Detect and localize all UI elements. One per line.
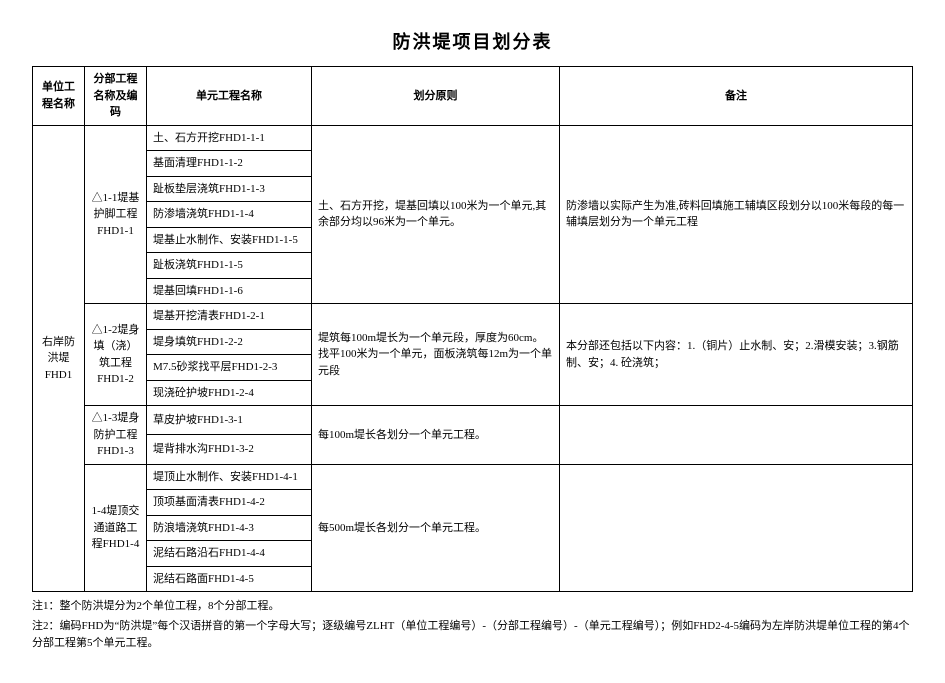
th-unit: 单位工程名称 [33, 67, 85, 126]
elem-cell: 堤基回填FHD1-1-6 [147, 278, 312, 304]
branch-cell: △1-2堤身填（浇）筑工程FHD1-2 [85, 304, 147, 406]
elem-cell: 防浪墙浇筑FHD1-4-3 [147, 515, 312, 541]
elem-cell: 泥结石路沿石FHD1-4-4 [147, 541, 312, 567]
rule-cell: 土、石方开挖，堤基回填以100米为一个单元,其余部分均以96米为一个单元。 [312, 125, 560, 304]
elem-cell: 堤基止水制作、安装FHD1-1-5 [147, 227, 312, 253]
th-elem: 单元工程名称 [147, 67, 312, 126]
elem-cell: 堤顶止水制作、安装FHD1-4-1 [147, 464, 312, 490]
table-row: 1-4堤顶交通道路工程FHD1-4 堤顶止水制作、安装FHD1-4-1 每500… [33, 464, 913, 490]
elem-cell: 趾板浇筑FHD1-1-5 [147, 253, 312, 279]
elem-cell: M7.5砂浆找平层FHD1-2-3 [147, 355, 312, 381]
th-branch: 分部工程名称及编码 [85, 67, 147, 126]
note-cell [560, 406, 913, 465]
table-body: 右岸防洪堤FHD1 △1-1堤基护脚工程FHD1-1 土、石方开挖FHD1-1-… [33, 125, 913, 592]
branch-cell: △1-1堤基护脚工程FHD1-1 [85, 125, 147, 304]
elem-cell: 现浇砼护坡FHD1-2-4 [147, 380, 312, 406]
branch-cell: 1-4堤顶交通道路工程FHD1-4 [85, 464, 147, 592]
table-row: 右岸防洪堤FHD1 △1-1堤基护脚工程FHD1-1 土、石方开挖FHD1-1-… [33, 125, 913, 151]
elem-cell: 基面清理FHD1-1-2 [147, 151, 312, 177]
elem-cell: 草皮护坡FHD1-3-1 [147, 406, 312, 435]
table-header-row: 单位工程名称 分部工程名称及编码 单元工程名称 划分原则 备注 [33, 67, 913, 126]
footnote-1: 注1：整个防洪堤分为2个单位工程，8个分部工程。 [32, 598, 913, 616]
elem-cell: 堤背排水沟FHD1-3-2 [147, 435, 312, 464]
note-cell: 本分部还包括以下内容：1.（铜片）止水制、安；2.滑模安装；3.钢筋制、安；4.… [560, 304, 913, 406]
footnote-2: 注2：编码FHD为“防洪堤”每个汉语拼音的第一个字母大写；逐级编号ZLHT（单位… [32, 618, 913, 653]
elem-cell: 泥结石路面FHD1-4-5 [147, 566, 312, 592]
elem-cell: 顶项基面清表FHD1-4-2 [147, 490, 312, 516]
table-row: △1-2堤身填（浇）筑工程FHD1-2 堤基开挖清表FHD1-2-1 堤筑每10… [33, 304, 913, 330]
elem-cell: 防渗墙浇筑FHD1-1-4 [147, 202, 312, 228]
division-table: 单位工程名称 分部工程名称及编码 单元工程名称 划分原则 备注 右岸防洪堤FHD… [32, 66, 913, 592]
rule-cell: 每500m堤长各划分一个单元工程。 [312, 464, 560, 592]
footnotes: 注1：整个防洪堤分为2个单位工程，8个分部工程。 注2：编码FHD为“防洪堤”每… [32, 598, 913, 653]
th-rule: 划分原则 [312, 67, 560, 126]
note-cell: 防渗墙以实际产生为准,砖料回填施工辅填区段划分以100米每段的每一辅填层划分为一… [560, 125, 913, 304]
th-note: 备注 [560, 67, 913, 126]
rule-cell: 堤筑每100m堤长为一个单元段，厚度为60cm。找平100米为一个单元，面板浇筑… [312, 304, 560, 406]
table-row: △1-3堤身防护工程FHD1-3 草皮护坡FHD1-3-1 每100m堤长各划分… [33, 406, 913, 435]
elem-cell: 趾板垫层浇筑FHD1-1-3 [147, 176, 312, 202]
page-title: 防洪堤项目划分表 [32, 28, 913, 54]
branch-cell: △1-3堤身防护工程FHD1-3 [85, 406, 147, 465]
rule-cell: 每100m堤长各划分一个单元工程。 [312, 406, 560, 465]
note-cell [560, 464, 913, 592]
unit-cell: 右岸防洪堤FHD1 [33, 125, 85, 592]
elem-cell: 堤基开挖清表FHD1-2-1 [147, 304, 312, 330]
elem-cell: 土、石方开挖FHD1-1-1 [147, 125, 312, 151]
elem-cell: 堤身填筑FHD1-2-2 [147, 329, 312, 355]
